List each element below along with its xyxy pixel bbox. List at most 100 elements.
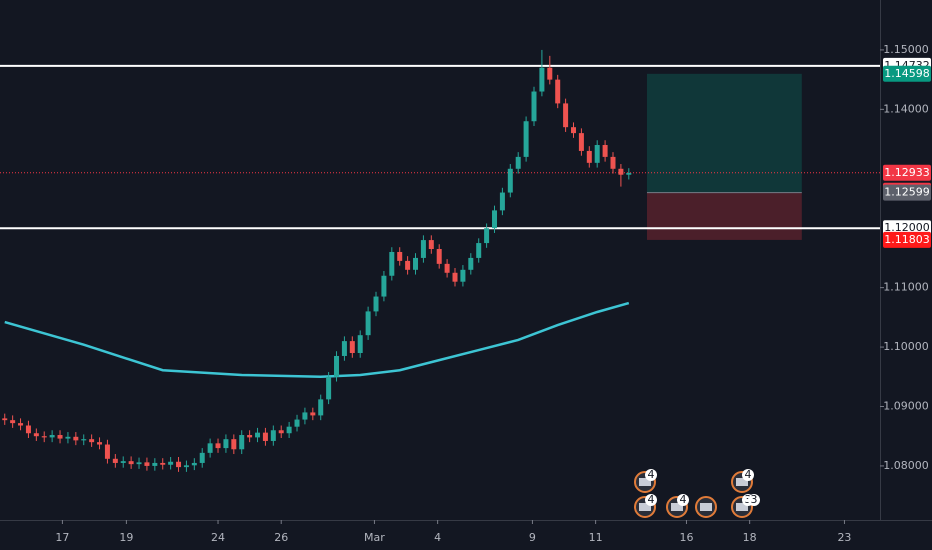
candle-body	[618, 168, 624, 175]
candle-body	[365, 311, 371, 336]
candle-body	[452, 272, 458, 282]
candle-body	[89, 439, 95, 443]
candle-body	[626, 172, 632, 175]
candle-body	[578, 133, 584, 151]
x-tick-label: 26	[274, 531, 288, 544]
candle-body	[144, 462, 150, 466]
candle-body	[405, 260, 411, 270]
candle-body	[428, 240, 434, 250]
candle-body	[191, 462, 197, 466]
candle-body	[286, 426, 292, 434]
moving-average	[4, 301, 630, 379]
candle-body	[247, 435, 253, 438]
candle-body	[81, 439, 87, 441]
x-tick-label: 4	[434, 531, 441, 544]
event-flag	[639, 503, 651, 511]
candle-body	[278, 430, 284, 434]
candle-body	[444, 263, 450, 273]
candle-body	[357, 335, 363, 354]
candle-body	[484, 228, 490, 244]
candle-body	[476, 243, 482, 258]
y-tick-label: 1.14000	[883, 102, 929, 115]
x-tick-label: 18	[743, 531, 757, 544]
candle-body	[136, 462, 142, 465]
candle-body	[420, 240, 426, 258]
candle-body	[255, 432, 261, 438]
candle-body	[33, 433, 39, 437]
candle-body	[128, 461, 134, 465]
candle-body	[49, 435, 55, 438]
target-label-bg	[883, 65, 931, 82]
candle-body	[18, 423, 24, 426]
candle-body	[492, 210, 498, 229]
entry-label-bg	[883, 184, 931, 201]
candle-body	[231, 439, 237, 450]
profit-zone	[646, 73, 802, 193]
candle-body	[547, 67, 553, 80]
event-flag	[736, 503, 748, 511]
candle-body	[152, 462, 158, 466]
candle-body	[10, 420, 16, 424]
candle-body	[334, 355, 340, 377]
candle-body	[65, 436, 71, 439]
candle-body	[73, 436, 79, 441]
event-badge-label: 3	[745, 493, 752, 506]
candle-body	[563, 103, 569, 128]
candle-body	[436, 249, 442, 264]
candle-body	[112, 458, 118, 463]
x-tick-label: Mar	[364, 531, 385, 544]
y-tick-label: 1.08000	[883, 459, 929, 472]
x-tick-label: 16	[679, 531, 693, 544]
candle-body	[326, 376, 332, 400]
candle-body	[160, 462, 166, 465]
candle-body	[2, 418, 8, 421]
stop-label: 1.11803	[884, 233, 930, 246]
candle-body	[168, 461, 174, 465]
candle-body	[120, 461, 126, 463]
candle-body	[468, 257, 474, 270]
level-label: 1.12000	[884, 221, 930, 234]
x-tick-label: 24	[211, 531, 225, 544]
current-price-label-bg	[883, 164, 931, 181]
event-badge	[748, 494, 760, 506]
candle-body	[413, 257, 419, 270]
candle-body	[294, 419, 300, 427]
x-tick-label: 17	[55, 531, 69, 544]
candle-body	[25, 425, 31, 434]
candle-body	[381, 275, 387, 297]
candle-body	[41, 436, 47, 438]
candle-body	[341, 341, 347, 356]
candle-body	[223, 439, 229, 449]
candle-body	[523, 121, 529, 157]
candle-body	[610, 156, 616, 169]
candle-body	[389, 251, 395, 276]
y-tick-label: 1.15000	[883, 43, 929, 56]
candle-body	[531, 91, 537, 122]
stop-label-bg	[883, 231, 931, 248]
candle-body	[586, 150, 592, 163]
event-flag	[736, 478, 748, 486]
y-tick-label: 1.09000	[883, 399, 929, 412]
candle-body	[318, 399, 324, 416]
current-price-label: 1.12933	[884, 166, 930, 179]
loss-zone	[646, 192, 802, 240]
candle-body	[571, 127, 577, 134]
candle-body	[555, 79, 561, 104]
candle-body	[539, 67, 545, 92]
event-badge-label: 4	[648, 493, 655, 506]
candle-body	[262, 432, 268, 441]
x-tick-label: 23	[837, 531, 851, 544]
event-badge	[645, 494, 657, 506]
entry-label: 1.12599	[884, 186, 930, 199]
candle-body	[270, 430, 276, 441]
event-flag	[639, 478, 651, 486]
candle-body	[310, 412, 316, 416]
candle-body	[176, 461, 182, 468]
x-tick-label: 11	[589, 531, 603, 544]
event-flag	[700, 503, 712, 511]
candle-body	[104, 444, 110, 459]
candle-body	[57, 435, 63, 439]
candle-body	[199, 452, 205, 463]
y-tick-label: 1.10000	[883, 340, 929, 353]
